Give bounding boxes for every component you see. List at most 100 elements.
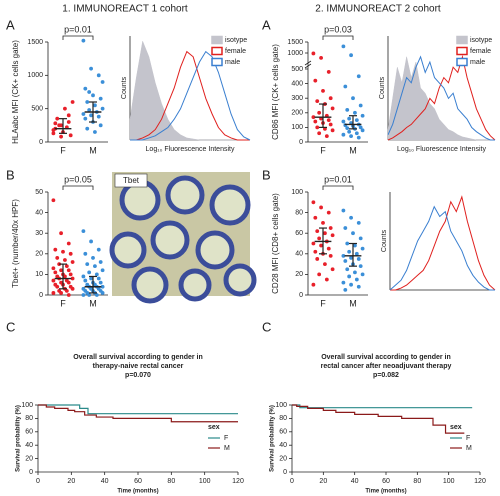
x-axis-label: Log₁₀ Fluorescence Intensity [146,146,235,153]
x-tick-label: 100 [199,478,211,485]
dot [349,215,353,220]
dot [360,128,365,133]
y-axis-label: Counts [381,229,388,252]
dot [328,253,333,258]
legend-label: F [466,435,470,442]
dot [356,257,361,261]
panel-letter: B [262,167,271,182]
dot [87,270,92,275]
y-tick-label: 0 [39,139,43,146]
dot [341,280,346,285]
chart-title: p=0.082 [373,372,399,379]
y-axis-label: Survival probability (%) [16,405,22,472]
y-tick-label: 400 [291,80,303,87]
dot [354,277,359,282]
dot [317,110,322,115]
dot [100,268,105,273]
histogram-line [387,55,495,141]
dot [98,260,103,264]
legend-swatch [456,46,468,56]
dot [87,108,92,112]
legend-swatch [456,57,468,67]
axis-break [304,63,312,69]
dot [96,73,101,78]
y-tick-label: 1500 [287,39,303,46]
dot [326,210,331,215]
dot [324,134,329,139]
x-tick-label: M [89,298,97,308]
dot [315,99,320,104]
panel-letter: A [262,17,271,32]
dot [349,256,353,260]
x-axis-label: Time (months) [117,489,158,495]
y-tick-label: 0 [299,292,303,299]
dot [311,241,316,246]
dot [83,86,88,91]
dot [345,241,350,246]
dot [313,119,318,124]
dot [341,208,346,213]
dot [311,51,316,56]
dot [324,277,329,282]
y-tick-label: 0 [39,292,43,299]
dot [321,89,325,93]
dot [93,103,97,108]
y-tick-label: 1000 [287,50,303,57]
dot [353,270,357,275]
dot [354,118,359,122]
dot [341,132,346,137]
dot [83,278,88,283]
dot [354,251,359,256]
y-tick-label: 0 [299,139,303,146]
dot [341,119,346,124]
y-tick-label: 20 [279,455,287,462]
panel-letter: C [6,319,15,334]
y-tick-label: 40 [279,442,287,449]
dot [96,114,101,119]
dot [66,120,71,124]
x-tick-label: 0 [290,478,294,485]
dot [356,221,361,225]
y-tick-label: 100 [291,124,303,131]
y-tick-label: 500 [291,66,303,73]
dot [51,266,56,271]
glands [109,175,257,304]
dot [68,272,73,277]
dot [330,106,335,111]
y-tick-label: 100 [275,402,287,409]
y-axis-label: Counts [379,76,386,99]
dot [70,100,75,104]
dot [319,205,323,210]
dot [358,236,363,241]
dot [313,249,318,254]
dot [53,121,58,126]
y-tick-label: 200 [291,110,303,117]
dot [70,276,75,281]
dot [328,96,333,101]
dot [358,264,363,269]
dot [326,118,331,122]
dot [311,282,316,287]
y-tick-label: 50 [35,189,43,196]
x-tick-label: F [320,145,326,155]
dot [330,267,335,272]
histogram-area [387,56,495,141]
y-tick-label: 60 [295,230,303,237]
significance-bracket [62,35,94,40]
histogram-area [129,40,250,141]
x-tick-label: 60 [382,478,390,485]
p-value: p=0.01 [324,174,352,184]
y-tick-label: 30 [35,230,43,237]
dot [55,256,60,260]
y-tick-label: 0 [283,469,287,476]
x-tick-label: 120 [474,478,486,485]
survival-curve [292,404,473,409]
dot [343,84,348,89]
x-tick-label: 40 [351,478,359,485]
dot [91,93,95,98]
y-tick-label: 80 [279,415,287,422]
dot [59,134,63,139]
histogram-line [387,54,496,141]
x-tick-label: F [60,145,66,155]
